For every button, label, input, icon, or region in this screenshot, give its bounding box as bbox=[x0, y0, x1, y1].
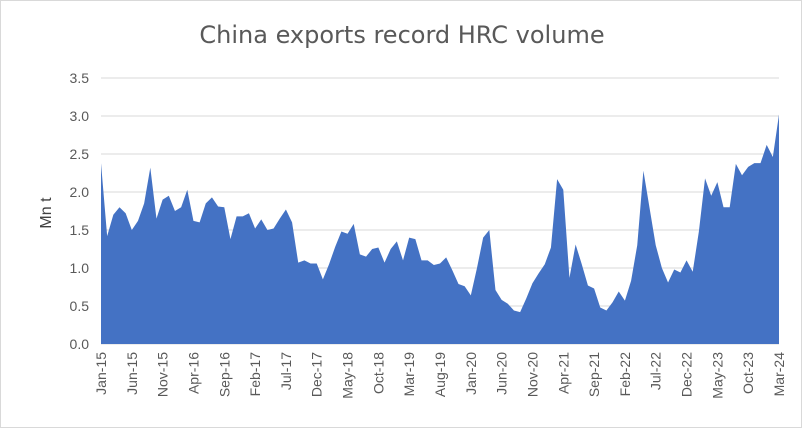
x-tick-label: Nov-15 bbox=[155, 352, 171, 397]
x-tick-label: Jun-20 bbox=[494, 352, 510, 395]
y-tick-label: 0.5 bbox=[70, 298, 90, 314]
x-tick-label: Oct-23 bbox=[740, 352, 756, 394]
chart-title: China exports record HRC volume bbox=[199, 21, 605, 49]
x-tick-label: May-23 bbox=[709, 352, 725, 399]
x-tick-label: Jun-15 bbox=[124, 352, 140, 395]
x-tick-label: Jan-15 bbox=[93, 352, 109, 395]
x-tick-label: Feb-17 bbox=[247, 352, 263, 397]
x-tick-label: Dec-17 bbox=[309, 352, 325, 397]
x-tick-label: Dec-22 bbox=[679, 352, 695, 397]
y-tick-label: 2.0 bbox=[70, 184, 90, 200]
area-fill bbox=[101, 114, 779, 344]
x-axis-ticks: Jan-15 Jun-15 Nov-15 Apr-16 Sep-16 Feb-17 Jul-… bbox=[93, 352, 787, 399]
area-series bbox=[101, 114, 779, 344]
y-axis-ticks: 0.0 0.5 1.0 1.5 2.0 2.5 3.0 3.5 bbox=[70, 70, 90, 352]
x-tick-label: Apr-21 bbox=[555, 352, 571, 394]
x-tick-label: Jul-22 bbox=[648, 352, 664, 390]
y-tick-label: 1.0 bbox=[70, 260, 90, 276]
y-tick-label: 0.0 bbox=[70, 336, 90, 352]
x-tick-label: Sep-21 bbox=[586, 352, 602, 397]
x-tick-label: Oct-18 bbox=[370, 352, 386, 394]
x-tick-label: May-18 bbox=[340, 352, 356, 399]
x-tick-label: Jan-20 bbox=[463, 352, 479, 395]
x-tick-label: Feb-22 bbox=[617, 352, 633, 397]
y-axis-label: Mn t bbox=[38, 197, 55, 229]
y-tick-label: 3.0 bbox=[70, 108, 90, 124]
y-tick-label: 3.5 bbox=[70, 70, 90, 86]
x-tick-label: Sep-16 bbox=[216, 352, 232, 397]
x-tick-label: Mar-19 bbox=[401, 352, 417, 397]
x-tick-label: Nov-20 bbox=[524, 352, 540, 397]
x-tick-label: Mar-24 bbox=[771, 352, 787, 397]
y-tick-label: 2.5 bbox=[70, 146, 90, 162]
x-tick-label: Jul-17 bbox=[278, 352, 294, 390]
x-tick-label: Aug-19 bbox=[432, 352, 448, 397]
y-tick-label: 1.5 bbox=[70, 222, 90, 238]
x-tick-label: Apr-16 bbox=[185, 352, 201, 394]
